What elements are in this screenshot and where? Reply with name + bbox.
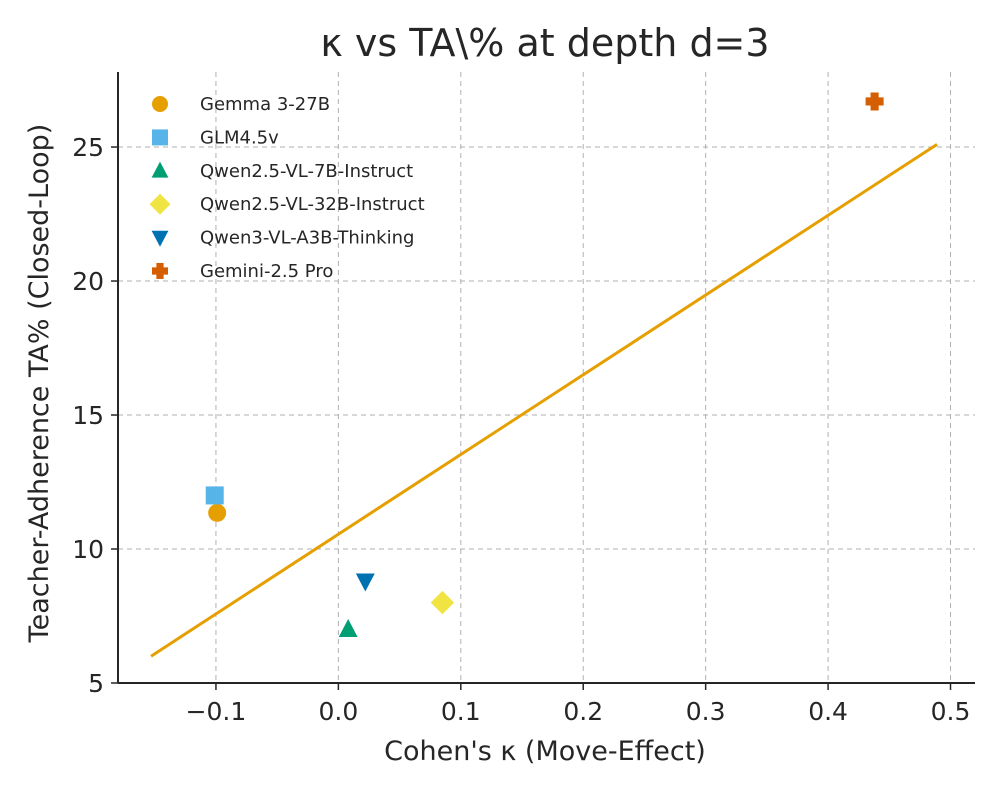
data-points xyxy=(205,92,884,638)
legend-marker xyxy=(149,193,171,215)
fit-line xyxy=(150,143,938,658)
y-tick-label: 10 xyxy=(72,535,104,564)
x-axis-label: Cohen's κ (Move-Effect) xyxy=(384,736,706,767)
y-tick-label: 20 xyxy=(72,267,104,296)
x-tick-label: 0.0 xyxy=(318,697,358,726)
data-point xyxy=(865,92,884,111)
legend-marker xyxy=(152,129,168,146)
axes xyxy=(111,72,975,690)
y-tick-label: 15 xyxy=(72,401,104,430)
x-tick-label: 0.4 xyxy=(808,697,848,726)
fit-line-layer xyxy=(150,143,938,658)
chart-title: κ vs TA\% at depth d=3 xyxy=(320,21,769,65)
legend-label: Qwen2.5-VL-7B-Instruct xyxy=(200,161,413,182)
legend-marker xyxy=(152,96,168,112)
legend-marker xyxy=(151,230,169,247)
data-point xyxy=(208,503,227,522)
data-point xyxy=(338,619,358,638)
data-point xyxy=(355,573,375,592)
legend-marker xyxy=(152,263,168,279)
legend-marker xyxy=(151,161,169,178)
x-tick-label: 0.3 xyxy=(686,697,726,726)
legend-label: Qwen3-VL-A3B-Thinking xyxy=(200,228,414,249)
x-tick-label: 0.2 xyxy=(563,697,603,726)
legend-label: Gemma 3-27B xyxy=(200,94,330,115)
y-axis-label: Teacher-Adherence TA% (Closed-Loop) xyxy=(24,124,55,644)
x-tick-label: −0.1 xyxy=(186,697,247,726)
legend-label: Qwen2.5-VL-32B-Instruct xyxy=(200,194,425,215)
tick-labels: −0.1 0.0 0.1 0.2 0.3 0.4 0.5 5 10 15 20 25 xyxy=(72,133,970,726)
data-point xyxy=(205,486,224,505)
x-tick-label: 0.1 xyxy=(441,697,481,726)
legend-label: GLM4.5v xyxy=(200,127,279,148)
legend: Gemma 3-27B GLM4.5v Qwen2.5-VL-7B-Instruct… xyxy=(149,94,425,282)
y-tick-label: 5 xyxy=(88,669,104,698)
data-point xyxy=(430,590,455,615)
x-tick-label: 0.5 xyxy=(931,697,971,726)
y-tick-label: 25 xyxy=(72,133,104,162)
legend-label: Gemini-2.5 Pro xyxy=(200,261,333,282)
